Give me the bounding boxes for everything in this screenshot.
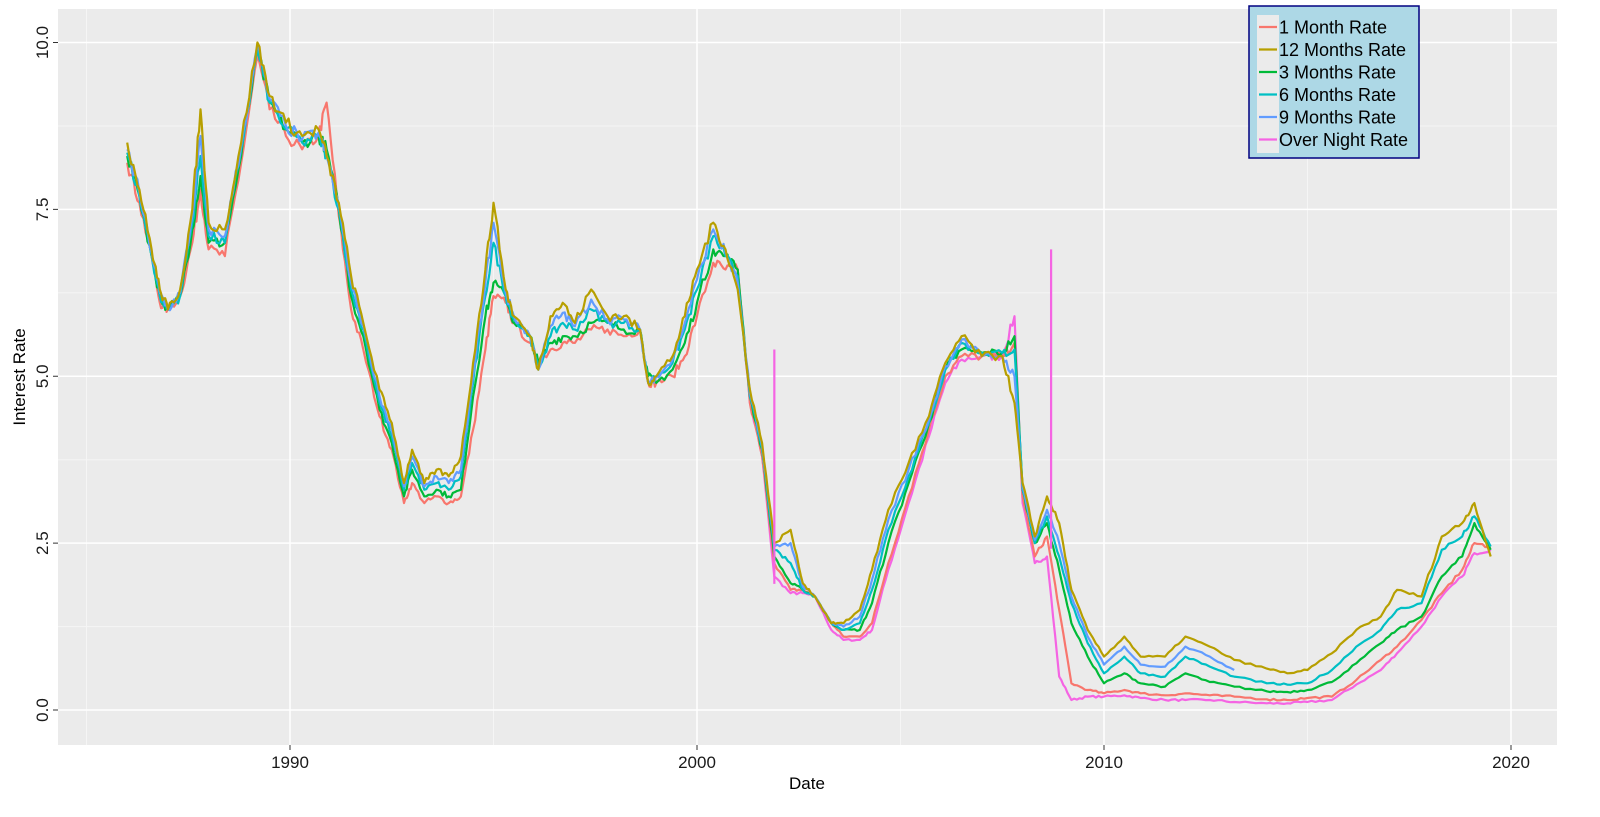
y-axis: 0.0 2.5 5.0 7.5 10.0 bbox=[33, 26, 58, 722]
legend-key-column bbox=[1257, 15, 1279, 153]
series-line-9-months-rate bbox=[126, 44, 1235, 671]
legend-label: 1 Month Rate bbox=[1279, 18, 1387, 38]
series-line-1-month-rate bbox=[126, 54, 1492, 702]
y-tick-label: 7.5 bbox=[33, 198, 52, 222]
legend-label: 3 Months Rate bbox=[1279, 63, 1396, 83]
legend-label: 9 Months Rate bbox=[1279, 108, 1396, 128]
x-tick-label: 2020 bbox=[1492, 753, 1530, 772]
series-line-over-night-rate bbox=[736, 269, 1492, 706]
x-tick-label: 1990 bbox=[271, 753, 309, 772]
y-tick-label: 2.5 bbox=[33, 531, 52, 555]
x-axis: 1990 2000 2010 2020 bbox=[271, 745, 1530, 772]
x-tick-label: 2000 bbox=[678, 753, 716, 772]
legend-label: Over Night Rate bbox=[1279, 130, 1408, 150]
x-axis-title: Date bbox=[789, 774, 825, 793]
y-tick-label: 10.0 bbox=[33, 26, 52, 59]
legend-label: 6 Months Rate bbox=[1279, 85, 1396, 105]
legend-label: 12 Months Rate bbox=[1279, 40, 1406, 60]
series-line-12-months-rate bbox=[126, 41, 1492, 675]
series-lines bbox=[126, 41, 1492, 706]
y-tick-label: 0.0 bbox=[33, 698, 52, 722]
x-tick-label: 2010 bbox=[1085, 753, 1123, 772]
y-tick-label: 5.0 bbox=[33, 364, 52, 388]
series-line-6-months-rate bbox=[126, 48, 1492, 686]
y-axis-title: Interest Rate bbox=[10, 328, 29, 425]
